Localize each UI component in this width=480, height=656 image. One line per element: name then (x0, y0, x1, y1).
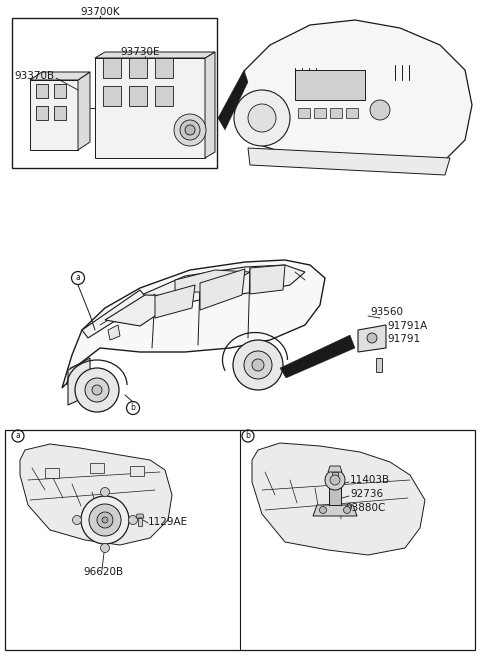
Circle shape (367, 333, 377, 343)
Bar (36, 84, 48, 98)
Polygon shape (95, 58, 205, 158)
Text: a: a (16, 432, 20, 440)
Bar (90, 463, 104, 473)
Polygon shape (252, 443, 425, 555)
Polygon shape (155, 285, 195, 318)
Polygon shape (280, 335, 355, 378)
Polygon shape (376, 358, 382, 372)
Polygon shape (313, 505, 357, 516)
Text: 93730E: 93730E (120, 47, 159, 57)
Circle shape (344, 506, 350, 514)
Circle shape (100, 544, 109, 552)
Bar (103, 58, 121, 78)
Text: 96620B: 96620B (83, 567, 123, 577)
Polygon shape (175, 270, 250, 292)
Circle shape (97, 512, 113, 528)
Polygon shape (250, 265, 285, 294)
Polygon shape (30, 72, 90, 80)
Bar (129, 86, 147, 106)
Polygon shape (95, 52, 215, 58)
Circle shape (174, 114, 206, 146)
Polygon shape (205, 52, 215, 158)
Bar (54, 84, 66, 98)
Polygon shape (130, 265, 305, 308)
Polygon shape (328, 466, 342, 472)
Polygon shape (68, 358, 90, 405)
Circle shape (85, 378, 109, 402)
Polygon shape (136, 514, 144, 518)
Circle shape (233, 340, 283, 390)
Circle shape (325, 470, 345, 490)
Polygon shape (200, 269, 245, 310)
Bar (45, 468, 59, 478)
Circle shape (330, 475, 340, 485)
Circle shape (129, 516, 137, 525)
Polygon shape (105, 295, 185, 326)
Polygon shape (332, 472, 338, 478)
Text: 11403B: 11403B (350, 475, 390, 485)
Text: 1129AE: 1129AE (148, 517, 188, 527)
Text: b: b (131, 403, 135, 413)
Circle shape (320, 506, 326, 514)
Polygon shape (82, 290, 148, 338)
Circle shape (370, 100, 390, 120)
Circle shape (72, 516, 82, 525)
Polygon shape (232, 20, 472, 172)
Circle shape (180, 120, 200, 140)
Bar (314, 108, 326, 118)
Text: 91791A: 91791A (387, 321, 427, 331)
Circle shape (102, 517, 108, 523)
Bar (36, 106, 48, 120)
Polygon shape (248, 148, 450, 175)
Bar (330, 108, 342, 118)
Polygon shape (78, 72, 90, 150)
Circle shape (75, 368, 119, 412)
Bar (155, 86, 173, 106)
Polygon shape (108, 325, 120, 340)
Circle shape (244, 351, 272, 379)
Polygon shape (20, 444, 172, 545)
Circle shape (248, 104, 276, 132)
Text: 91791: 91791 (387, 334, 420, 344)
Circle shape (185, 125, 195, 135)
Circle shape (92, 385, 102, 395)
Polygon shape (30, 80, 78, 150)
Bar (346, 108, 358, 118)
Bar (129, 58, 147, 78)
Bar (103, 86, 121, 106)
Bar (54, 106, 66, 120)
Circle shape (234, 90, 290, 146)
Circle shape (252, 359, 264, 371)
Bar (5, 430, 475, 650)
Polygon shape (358, 325, 386, 352)
Circle shape (100, 487, 109, 497)
Text: 93370B: 93370B (14, 71, 54, 81)
Bar (298, 108, 310, 118)
Polygon shape (218, 70, 248, 130)
Text: 92736: 92736 (350, 489, 383, 499)
Text: 93700K: 93700K (80, 7, 120, 17)
Polygon shape (329, 478, 341, 505)
Polygon shape (138, 518, 142, 526)
Bar (12, 18, 217, 168)
Bar (295, 70, 365, 100)
Polygon shape (62, 260, 325, 388)
Bar (155, 58, 173, 78)
Circle shape (89, 504, 121, 536)
Text: b: b (246, 432, 251, 440)
Bar (130, 466, 144, 476)
Text: 93560: 93560 (370, 307, 403, 317)
Circle shape (81, 496, 129, 544)
Text: a: a (76, 274, 80, 283)
Text: 93880C: 93880C (345, 503, 385, 513)
